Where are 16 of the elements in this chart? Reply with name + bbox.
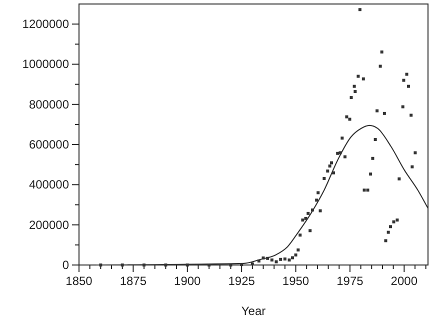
x-tick-label: 1950 [282,274,310,288]
y-tick-label: 1200000 [22,17,70,32]
x-axis-title: Year [241,304,266,318]
y-tick-label: 1000000 [22,57,70,72]
x-tick-label: 1925 [228,274,256,288]
y-tick-label: 0 [62,258,70,272]
y-tick-label: 200000 [28,218,70,232]
y-tick-label: 800000 [28,97,70,112]
x-tick-label: 1850 [66,274,93,288]
y-tick-label: 600000 [28,138,70,152]
x-tick-label: 1900 [174,274,202,288]
x-tick-label: 2000 [390,274,418,288]
x-tick-label: 1875 [120,274,147,288]
y-tick-label: 400000 [28,178,70,192]
line-series [96,124,429,266]
x-tick-label: 1975 [336,274,364,288]
